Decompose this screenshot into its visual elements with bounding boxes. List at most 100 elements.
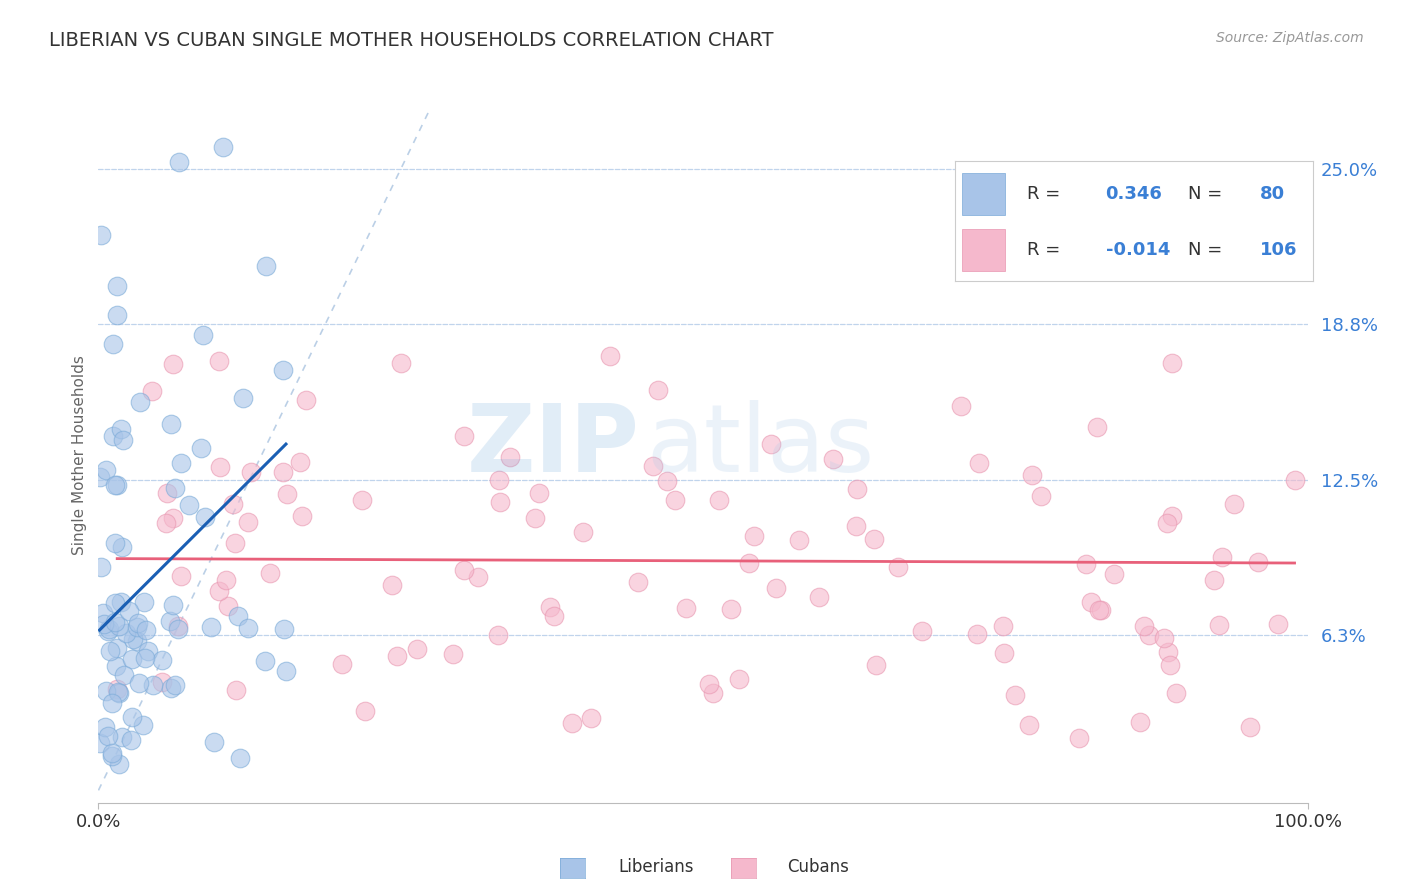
- Point: [155, 516, 177, 530]
- Point: [118, 604, 141, 618]
- Point: [200, 620, 222, 634]
- Point: [108, 686, 131, 700]
- Point: [274, 665, 297, 679]
- Point: [354, 704, 377, 718]
- Point: [156, 486, 179, 500]
- Point: [105, 478, 128, 492]
- Point: [236, 515, 259, 529]
- Point: [259, 566, 281, 580]
- Point: [1090, 603, 1112, 617]
- Point: [254, 654, 277, 668]
- Point: [675, 601, 697, 615]
- Point: [387, 649, 409, 664]
- Point: [1031, 489, 1053, 503]
- Point: [579, 711, 602, 725]
- Point: [1223, 497, 1246, 511]
- Point: [381, 578, 404, 592]
- Point: [543, 609, 565, 624]
- Point: [208, 583, 231, 598]
- Point: [1157, 645, 1180, 659]
- Point: [453, 429, 475, 443]
- Point: [966, 627, 988, 641]
- Point: [626, 575, 648, 590]
- Point: [1284, 473, 1306, 487]
- Point: [295, 392, 318, 407]
- Point: [765, 581, 787, 595]
- Point: [104, 658, 127, 673]
- Text: -0.014: -0.014: [1105, 241, 1170, 259]
- Point: [131, 718, 153, 732]
- Point: [105, 641, 128, 656]
- Point: [90, 227, 112, 242]
- Point: [845, 519, 868, 533]
- Point: [527, 485, 550, 500]
- Point: [229, 751, 252, 765]
- Point: [647, 383, 669, 397]
- Point: [162, 357, 184, 371]
- Point: [135, 623, 157, 637]
- Point: [169, 155, 191, 169]
- Point: [759, 437, 782, 451]
- Point: [163, 678, 186, 692]
- Point: [332, 657, 354, 672]
- Text: ZIP: ZIP: [467, 400, 640, 492]
- Point: [96, 463, 118, 477]
- Point: [94, 684, 117, 698]
- Point: [862, 532, 884, 546]
- Point: [177, 498, 200, 512]
- Point: [127, 633, 149, 648]
- Point: [104, 596, 127, 610]
- Point: [1080, 595, 1102, 609]
- Point: [467, 569, 489, 583]
- Point: [103, 478, 125, 492]
- Point: [1239, 720, 1261, 734]
- Point: [1102, 566, 1125, 581]
- Text: LIBERIAN VS CUBAN SINGLE MOTHER HOUSEHOLDS CORRELATION CHART: LIBERIAN VS CUBAN SINGLE MOTHER HOUSEHOL…: [49, 31, 773, 50]
- Point: [911, 624, 934, 638]
- Point: [101, 747, 124, 761]
- FancyBboxPatch shape: [962, 173, 1005, 215]
- Point: [821, 452, 844, 467]
- Point: [111, 433, 134, 447]
- Point: [101, 748, 124, 763]
- Point: [524, 510, 547, 524]
- Point: [226, 609, 249, 624]
- Point: [224, 536, 246, 550]
- Text: 80: 80: [1260, 185, 1285, 202]
- Point: [727, 672, 749, 686]
- Point: [707, 493, 730, 508]
- Point: [254, 260, 277, 274]
- Point: [1208, 617, 1230, 632]
- Point: [190, 441, 212, 455]
- Point: [887, 560, 910, 574]
- Point: [1153, 631, 1175, 645]
- Point: [127, 615, 149, 630]
- Point: [290, 509, 312, 524]
- Point: [486, 628, 509, 642]
- Point: [107, 279, 129, 293]
- Text: R =: R =: [1026, 185, 1066, 202]
- Point: [111, 540, 134, 554]
- Point: [105, 681, 128, 696]
- Point: [93, 617, 115, 632]
- Point: [209, 459, 232, 474]
- Point: [232, 391, 254, 405]
- Point: [97, 624, 120, 638]
- Point: [97, 729, 120, 743]
- Point: [162, 510, 184, 524]
- Point: [212, 139, 235, 153]
- Point: [1156, 516, 1178, 530]
- Point: [120, 733, 142, 747]
- Point: [845, 482, 868, 496]
- Point: [664, 493, 686, 508]
- Point: [406, 641, 429, 656]
- Point: [89, 470, 111, 484]
- Point: [993, 646, 1015, 660]
- Point: [110, 595, 132, 609]
- Point: [104, 615, 127, 629]
- Point: [160, 681, 183, 695]
- Point: [112, 667, 135, 681]
- Text: atlas: atlas: [647, 400, 875, 492]
- Text: Source: ZipAtlas.com: Source: ZipAtlas.com: [1216, 31, 1364, 45]
- Point: [141, 384, 163, 398]
